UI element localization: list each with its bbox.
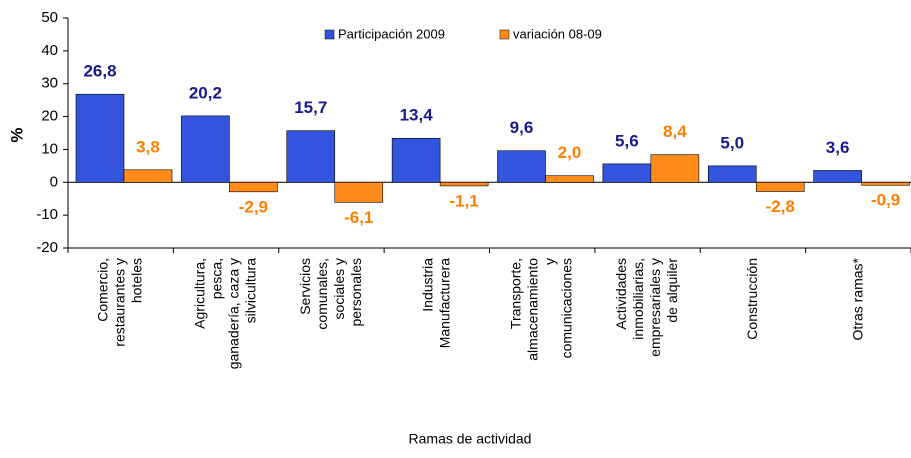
value-label: -1,1 bbox=[449, 191, 478, 210]
legend-label: Participación 2009 bbox=[338, 26, 445, 41]
x-axis-label: Ramas de actividad bbox=[409, 431, 532, 447]
value-label: 3,6 bbox=[826, 138, 850, 157]
bar bbox=[602, 163, 652, 183]
x-tick-label: Agricultura,pesca,ganadería, caza ysilvi… bbox=[191, 258, 258, 370]
y-tick-label: 0 bbox=[50, 173, 58, 190]
bar bbox=[286, 130, 336, 183]
value-label: 2,0 bbox=[558, 143, 582, 162]
bar bbox=[497, 150, 546, 183]
value-label: -6,1 bbox=[344, 208, 373, 227]
y-tick-label: 40 bbox=[41, 42, 58, 59]
bar bbox=[123, 169, 173, 183]
x-tick-label: Transporte,almacenamientoycomunicaciones bbox=[507, 258, 574, 361]
legend-swatch bbox=[324, 29, 335, 40]
bar bbox=[545, 175, 594, 183]
bar bbox=[391, 137, 441, 183]
bar bbox=[334, 181, 384, 203]
value-label: -0,9 bbox=[871, 191, 900, 210]
value-label: 20,2 bbox=[189, 83, 222, 102]
x-tick-label: Otras ramas* bbox=[849, 257, 865, 340]
value-label: 8,4 bbox=[663, 122, 687, 141]
value-label: 26,8 bbox=[83, 62, 116, 81]
bar bbox=[650, 154, 700, 183]
value-label: 13,4 bbox=[400, 106, 434, 125]
bar bbox=[813, 170, 862, 183]
value-label: 9,6 bbox=[510, 118, 534, 137]
y-tick-label: -20 bbox=[36, 239, 58, 256]
value-label: 15,7 bbox=[294, 98, 327, 117]
y-tick-label: 20 bbox=[41, 108, 58, 125]
value-label: -2,9 bbox=[239, 197, 268, 216]
value-label: 3,8 bbox=[136, 137, 160, 156]
x-tick-label: IndustriaManufacturera bbox=[419, 258, 452, 348]
bar bbox=[229, 181, 278, 193]
y-axis-label: % bbox=[7, 127, 26, 142]
x-tick-label: Actividadesinmobiliarias,empresariales y… bbox=[613, 258, 680, 357]
y-tick-label: -10 bbox=[36, 206, 58, 223]
bar bbox=[861, 181, 910, 186]
value-label: -2,8 bbox=[766, 197, 795, 216]
x-tick-label: Comercio,restaurantes yhoteles bbox=[94, 258, 144, 347]
bar bbox=[75, 93, 125, 183]
bar bbox=[181, 115, 230, 183]
y-tick-label: 50 bbox=[41, 9, 58, 26]
legend-swatch bbox=[499, 29, 510, 40]
bar bbox=[755, 181, 805, 192]
value-label: 5,0 bbox=[720, 133, 744, 152]
legend-label: variación 08-09 bbox=[513, 26, 602, 41]
y-tick-label: 30 bbox=[41, 75, 58, 92]
bar bbox=[707, 165, 757, 183]
bar bbox=[439, 181, 489, 187]
value-label: 5,6 bbox=[615, 131, 639, 150]
y-tick-label: 10 bbox=[41, 140, 58, 157]
x-tick-label: Servicioscomunales,sociales ypersonales bbox=[297, 258, 364, 330]
x-tick-label: Construcción bbox=[744, 258, 760, 340]
